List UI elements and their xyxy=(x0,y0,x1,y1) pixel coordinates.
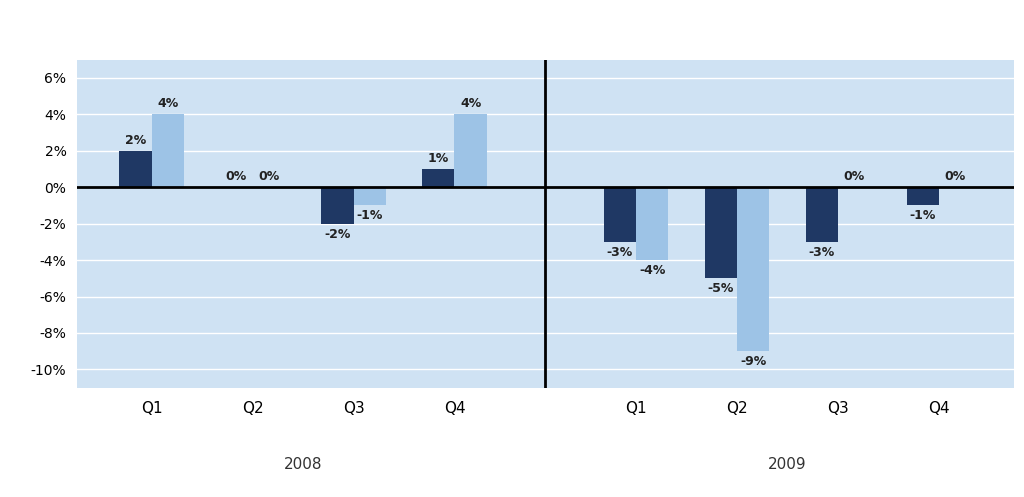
Bar xyxy=(455,114,486,187)
Bar xyxy=(353,187,386,205)
Bar xyxy=(152,114,184,187)
Text: 0%: 0% xyxy=(844,170,864,183)
Bar xyxy=(705,187,737,278)
Bar xyxy=(636,187,669,260)
Text: -1%: -1% xyxy=(909,209,936,223)
Bar xyxy=(322,187,353,224)
Bar xyxy=(806,187,838,242)
Text: -3%: -3% xyxy=(809,246,835,259)
Text: 2%: 2% xyxy=(125,134,146,147)
Text: -5%: -5% xyxy=(708,282,734,295)
Text: -4%: -4% xyxy=(639,264,666,277)
Text: -1%: -1% xyxy=(356,209,383,223)
Legend: Total Power Demand YoY Change, Total Gas Demand Change YoY: Total Power Demand YoY Change, Total Gas… xyxy=(264,492,826,497)
Text: 2008: 2008 xyxy=(284,457,323,472)
Bar xyxy=(737,187,769,351)
Text: 4%: 4% xyxy=(158,97,178,110)
Text: 0%: 0% xyxy=(226,170,247,183)
Text: 0%: 0% xyxy=(944,170,966,183)
Text: -2%: -2% xyxy=(325,228,350,241)
Text: Exhibit 2:  Weather-normalized Total Electricity and Natural Gas Demand YoY Chan: Exhibit 2: Weather-normalized Total Elec… xyxy=(12,18,848,36)
Text: -3%: -3% xyxy=(607,246,633,259)
Bar xyxy=(906,187,939,205)
Bar xyxy=(604,187,636,242)
Bar xyxy=(120,151,152,187)
Text: 1%: 1% xyxy=(428,152,449,165)
Bar xyxy=(422,169,455,187)
Text: 2009: 2009 xyxy=(768,457,807,472)
Text: 4%: 4% xyxy=(460,97,481,110)
Text: 0%: 0% xyxy=(258,170,280,183)
Text: -9%: -9% xyxy=(740,355,766,368)
